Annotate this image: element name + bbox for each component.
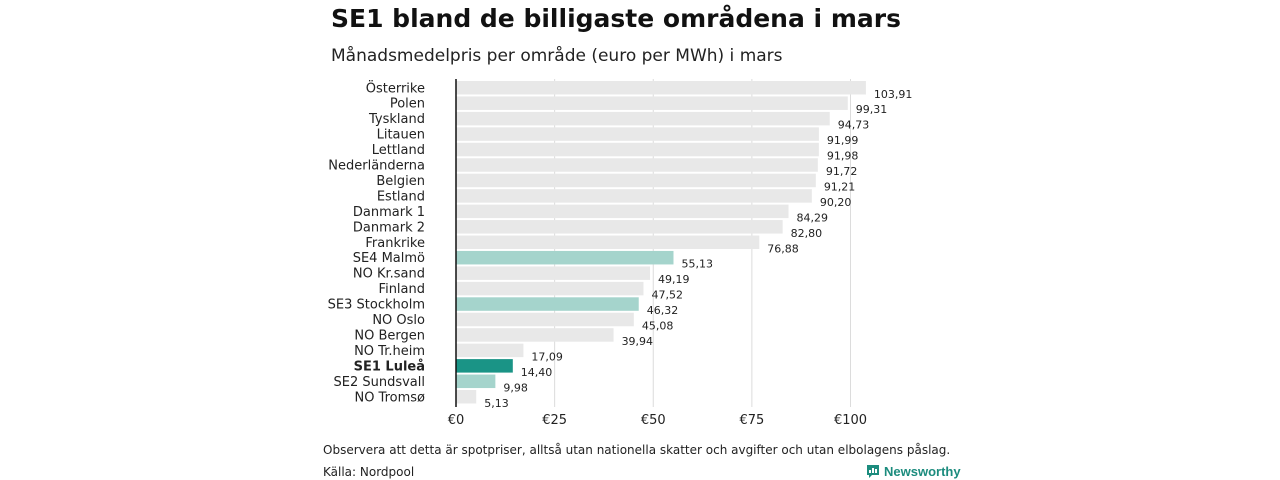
data-label: 17,09 [531,350,563,363]
data-label: 91,98 [827,150,859,163]
bar-chart: Österrike 103,91 Polen 99,31 Tyskland 94,73 Li… [328,79,913,428]
category-label: SE1 Luleå [354,359,425,374]
category-label: Tyskland [368,112,425,127]
category-label: NO Tr.heim [354,344,425,359]
data-label: 5,13 [484,397,509,410]
bar [456,359,513,373]
category-label: Litauen [377,128,425,143]
bar [456,250,674,265]
bar [456,81,866,95]
bar [456,343,524,358]
chart-subtitle: Månadsmedelpris per område (euro per MWh… [331,46,783,66]
category-label: Danmark 2 [353,220,425,235]
category-label: SE4 Malmö [353,251,425,266]
data-label: 94,73 [838,119,870,132]
x-tick-label: €75 [739,413,764,428]
bar [456,111,830,126]
data-label: 39,94 [622,335,654,348]
x-tick-label: €50 [641,413,666,428]
category-label: Finland [379,282,425,297]
newsworthy-logo: Newsworthy [866,462,961,480]
bar [456,374,496,389]
bar [456,312,634,327]
bar [456,220,783,234]
category-label: Lettland [372,143,425,158]
data-label: 91,72 [826,165,858,178]
bar [456,297,639,311]
category-label: NO Bergen [354,328,425,343]
bar [456,266,651,280]
data-label: 9,98 [503,381,528,394]
category-label: Estland [377,189,425,204]
source-credit: Källa: Nordpool [323,465,415,479]
data-label: 76,88 [767,242,799,255]
data-label: 14,40 [521,366,553,379]
category-label: NO Tromsø [354,390,425,405]
bar [456,173,816,188]
category-label: Belgien [376,174,425,189]
x-tick-label: €0 [448,413,465,428]
category-label: Nederländerna [328,159,425,174]
newsworthy-logo-icon [867,464,879,478]
bar [456,96,848,110]
chart-title: SE1 bland de billigaste områdena i mars [331,4,901,33]
footnote: Observera att detta är spotpriser, allts… [323,443,951,457]
bar [456,189,812,203]
data-label: 91,21 [824,180,856,193]
bar [456,328,614,342]
category-label: Frankrike [365,236,425,251]
category-label: Polen [390,97,425,112]
bar [456,142,819,157]
bar [456,127,819,141]
category-label: NO Kr.sand [353,267,425,282]
data-label: 99,31 [856,103,888,116]
category-label: Danmark 1 [353,205,425,220]
data-label: 49,19 [658,273,690,286]
data-label: 45,08 [642,320,674,333]
data-label: 55,13 [681,258,713,271]
bar [456,390,477,404]
x-tick-label: €100 [834,413,867,428]
data-label: 84,29 [797,211,829,224]
brand-name: Newsworthy [884,463,961,479]
data-label: 46,32 [647,304,679,317]
category-label: Österrike [366,79,425,96]
category-label: SE3 Stockholm [328,298,425,313]
bar [456,204,789,219]
bar [456,235,760,249]
x-tick-label: €25 [542,413,567,428]
data-label: 103,91 [874,88,913,101]
category-label: NO Oslo [372,313,425,328]
bar [456,281,644,296]
category-label: SE2 Sundsvall [333,375,425,390]
data-label: 90,20 [820,196,852,209]
data-label: 47,52 [651,289,683,302]
data-label: 82,80 [791,227,823,240]
data-label: 91,99 [827,134,859,147]
bar [456,158,818,172]
